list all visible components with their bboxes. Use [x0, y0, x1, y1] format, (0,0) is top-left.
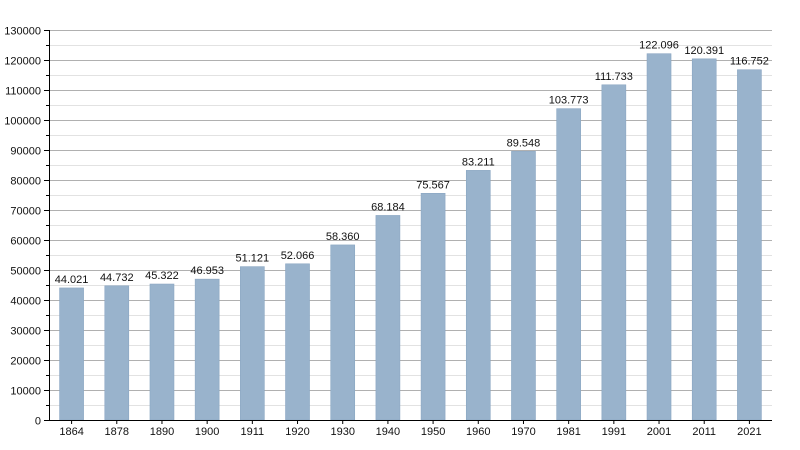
- bar-1878: [104, 285, 130, 421]
- bar-1930: [330, 244, 356, 421]
- bar-2021: [737, 69, 762, 421]
- bar-2011: [691, 58, 717, 421]
- x-tick-label: 1878: [105, 426, 129, 438]
- data-label-1930: 58.360: [326, 231, 360, 243]
- x-tick-label: 2021: [737, 426, 761, 438]
- x-tick-label: 1981: [556, 426, 580, 438]
- x-tick-label: 1991: [602, 426, 626, 438]
- x-tick-label: 1950: [421, 426, 445, 438]
- labels: 0 10000 20000 30000 40000 50000 60000 70000 8000…: [4, 26, 769, 439]
- y-tick-label: 120000: [4, 56, 41, 68]
- x-tick-label: 1900: [195, 426, 219, 438]
- bars: [59, 53, 762, 421]
- bar-1900: [194, 278, 220, 421]
- bar-1911: [240, 266, 265, 421]
- y-tick-label: 60000: [10, 236, 41, 248]
- y-tick-label: 70000: [10, 206, 41, 218]
- x-tick-label: 1940: [376, 426, 400, 438]
- bar-1920: [285, 263, 310, 421]
- bar-1940: [375, 215, 401, 421]
- data-label-1920: 52.066: [281, 250, 315, 262]
- x-tick-label: 2011: [692, 426, 716, 438]
- y-tick-label: 0: [35, 416, 41, 428]
- y-tick-label: 40000: [10, 296, 41, 308]
- x-tick-label: 1864: [59, 426, 83, 438]
- data-label-2021: 116.752: [730, 56, 769, 68]
- x-tick-label: 1960: [466, 426, 490, 438]
- bar-1950: [420, 193, 446, 421]
- bar-1890: [149, 283, 175, 421]
- data-label-2001: 122.096: [639, 40, 679, 52]
- data-label-1991: 111.733: [595, 71, 633, 83]
- axes: [44, 30, 772, 424]
- x-tick-label: 1930: [330, 426, 354, 438]
- x-tick-label: 1970: [511, 426, 535, 438]
- y-tick-label: 130000: [4, 26, 41, 38]
- y-tick-label: 30000: [10, 326, 41, 338]
- data-label-1878: 44.732: [100, 272, 134, 284]
- data-label-2011: 120.391: [684, 45, 724, 57]
- data-label-1900: 46.953: [190, 265, 224, 277]
- data-label-1950: 75.567: [416, 179, 450, 191]
- bar-1960: [465, 170, 491, 421]
- data-label-1981: 103.773: [549, 95, 589, 107]
- data-label-1940: 68.184: [371, 201, 405, 213]
- x-tick-label: 1911: [241, 426, 265, 438]
- data-label-1911: 51.121: [236, 253, 270, 265]
- x-tick-label: 2001: [647, 426, 671, 438]
- bar-1991: [601, 84, 627, 421]
- y-tick-label: 80000: [10, 176, 41, 188]
- x-tick-label: 1890: [150, 426, 174, 438]
- y-tick-label: 20000: [10, 356, 41, 368]
- y-tick-label: 90000: [10, 146, 41, 158]
- data-label-1970: 89.548: [507, 137, 541, 149]
- bar-1981: [556, 108, 581, 421]
- bar-1864: [59, 287, 84, 421]
- y-tick-label: 110000: [5, 86, 41, 98]
- bar-1970: [511, 151, 536, 421]
- y-tick-label: 50000: [10, 266, 41, 278]
- data-label-1960: 83.211: [462, 156, 495, 168]
- y-tick-label: 10000: [10, 386, 41, 398]
- data-label-1864: 44.021: [55, 274, 89, 286]
- data-label-1890: 45.322: [145, 270, 179, 282]
- x-tick-label: 1920: [285, 426, 309, 438]
- y-tick-label: 100000: [4, 116, 41, 128]
- bar-2001: [646, 53, 672, 421]
